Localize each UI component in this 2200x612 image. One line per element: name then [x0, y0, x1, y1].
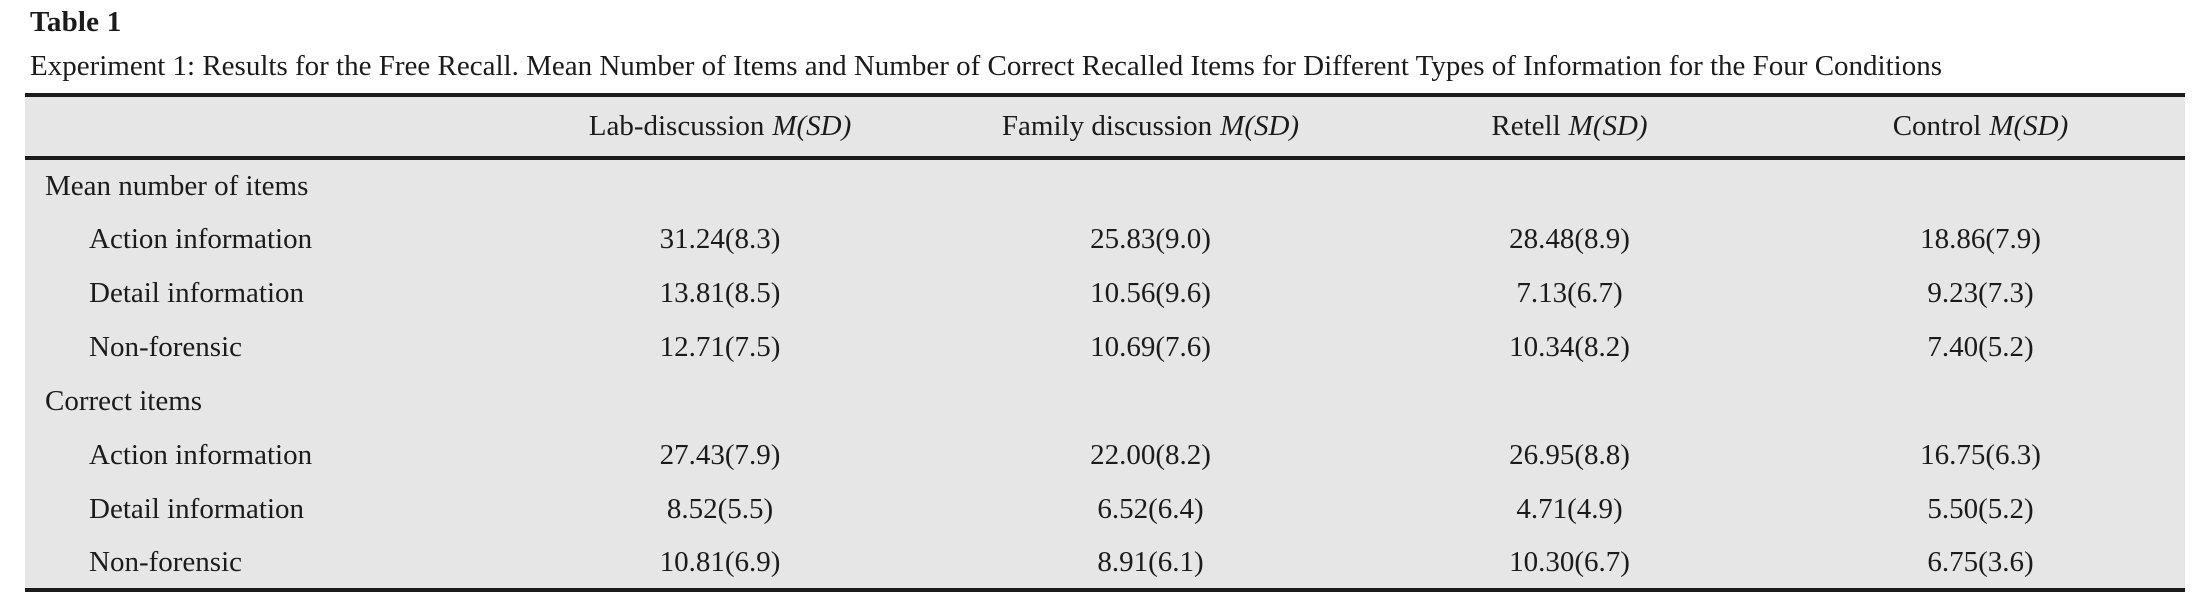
column-stat: M(SD)	[1989, 110, 2069, 142]
cell-value: 13.81(8.5)	[659, 276, 781, 309]
cell-value: 26.95(8.8)	[1509, 438, 1630, 471]
cell-value: 10.69(7.6)	[1090, 330, 1211, 363]
cell-value: 16.75(6.3)	[1920, 438, 2041, 471]
results-table: Lab-discussion M(SD) Family discussion M(S…	[25, 93, 2185, 592]
table-row: Action information 31.24(8.3) 25.83(9.0)…	[25, 212, 2185, 266]
cell-value: 4.71(4.9)	[1516, 492, 1623, 525]
cell-value: 18.86(7.9)	[1920, 222, 2041, 255]
table-row: Action information 27.43(7.9) 22.00(8.2)…	[25, 428, 2185, 482]
cell-value: 10.34(8.2)	[1509, 330, 1630, 363]
section-header-correct-items: Correct items	[45, 384, 203, 417]
table-number-title: Table 1	[30, 6, 122, 38]
header-row: Lab-discussion M(SD) Family discussion M(S…	[25, 95, 2185, 160]
cell-value: 8.91(6.1)	[1097, 545, 1204, 578]
table-row: Detail information 13.81(8.5) 10.56(9.6)…	[25, 266, 2185, 320]
section-header-row: Mean number of items	[25, 158, 2185, 212]
cell-value: 9.23(7.3)	[1927, 276, 2034, 309]
column-label: Lab-discussion	[588, 110, 765, 142]
cell-value: 31.24(8.3)	[659, 222, 781, 255]
cell-value: 10.81(6.9)	[659, 545, 781, 578]
column-stat: M(SD)	[772, 110, 852, 142]
cell-value: 7.13(6.7)	[1516, 276, 1623, 309]
cell-value: 8.52(5.5)	[666, 492, 774, 525]
column-stat: M(SD)	[1220, 110, 1300, 142]
column-header-control: Control M(SD)	[1776, 95, 2185, 160]
cell-value: 25.83(9.0)	[1090, 222, 1211, 255]
column-header-lab-discussion: Lab-discussion M(SD)	[502, 95, 938, 160]
table-caption: Experiment 1: Results for the Free Recal…	[30, 50, 1943, 82]
cell-value: 12.71(7.5)	[659, 330, 781, 363]
cell-value: 10.56(9.6)	[1090, 276, 1211, 309]
row-label: Non-forensic	[89, 545, 243, 578]
column-label: Retell	[1491, 110, 1561, 142]
column-header-family-discussion: Family discussion M(SD)	[938, 95, 1363, 160]
row-label: Non-forensic	[89, 330, 243, 363]
cell-value: 28.48(8.9)	[1509, 222, 1630, 255]
column-header-retell: Retell M(SD)	[1363, 95, 1776, 160]
row-label: Detail information	[89, 276, 305, 309]
column-label: Family discussion	[1001, 110, 1213, 142]
cell-value: 10.30(6.7)	[1509, 545, 1630, 578]
cell-value: 7.40(5.2)	[1927, 330, 2034, 363]
column-stat: M(SD)	[1568, 110, 1648, 142]
cell-value: 6.75(3.6)	[1927, 545, 2034, 578]
section-header-mean-number-of-items: Mean number of items	[45, 169, 309, 202]
cell-value: 22.00(8.2)	[1090, 438, 1211, 471]
row-label: Detail information	[89, 492, 305, 525]
row-label: Action information	[89, 222, 313, 255]
row-label: Action information	[89, 438, 313, 471]
column-label: Control	[1892, 110, 1982, 142]
cell-value: 6.52(6.4)	[1097, 492, 1204, 525]
cell-value: 5.50(5.2)	[1927, 492, 2034, 525]
table-row: Non-forensic 12.71(7.5) 10.69(7.6) 10.34…	[25, 320, 2185, 374]
section-header-row: Correct items	[25, 374, 2185, 428]
table-row: Detail information 8.52(5.5) 6.52(6.4) 4…	[25, 482, 2185, 536]
corner-cell	[25, 95, 502, 160]
table-row: Non-forensic 10.81(6.9) 8.91(6.1) 10.30(…	[25, 536, 2185, 590]
cell-value: 27.43(7.9)	[659, 438, 781, 471]
